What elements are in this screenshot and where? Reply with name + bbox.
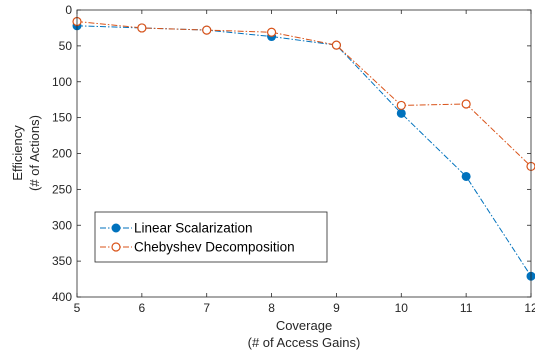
x-tick-label: 12 [524, 301, 535, 315]
x-axis-title-line1: Coverage [276, 318, 332, 333]
y-tick-label: 150 [52, 111, 72, 125]
x-tick-label: 6 [139, 301, 146, 315]
x-tick-label: 7 [203, 301, 210, 315]
y-tick-label: 50 [59, 39, 73, 53]
y-tick-label: 0 [65, 3, 72, 17]
y-tick-label: 100 [52, 75, 72, 89]
x-tick-label: 5 [74, 301, 81, 315]
legend-label-chebyshev: Chebyshev Decomposition [134, 240, 295, 255]
legend-marker-linear [111, 223, 121, 233]
series-1-point [331, 40, 342, 50]
series-0-point [461, 171, 471, 181]
y-tick-label: 400 [52, 290, 72, 304]
y-axis-title-line1: Efficiency [10, 125, 25, 181]
y-tick-label: 250 [52, 182, 72, 196]
y-axis-ticks: 0 50 100 150 200 250 300 350 400 [52, 3, 531, 304]
legend-box [94, 211, 328, 263]
x-tick-label: 10 [395, 301, 409, 315]
chart-marks [72, 16, 535, 281]
series-1-point [137, 23, 147, 33]
x-axis-title-line2: (# of Access Gains) [248, 335, 361, 350]
legend: Linear Scalarization Chebyshev Decomposi… [94, 211, 328, 263]
series-1-point [266, 27, 277, 37]
series-line-1 [76, 20, 532, 167]
y-axis-title-line2: (# of Actions) [27, 115, 42, 191]
series-1-point [202, 25, 212, 35]
x-tick-label: 11 [460, 301, 473, 315]
x-tick-label: 8 [268, 301, 275, 315]
series-1-point [396, 100, 406, 111]
x-tick-label: 9 [333, 301, 340, 315]
legend-marker-chebyshev [111, 242, 121, 252]
legend-label-linear: Linear Scalarization [134, 221, 253, 236]
series-0-point [396, 108, 406, 118]
series-1-point [461, 99, 471, 109]
x-axis-ticks: 5 6 7 8 9 10 11 12 [74, 10, 535, 315]
y-tick-label: 200 [52, 147, 72, 161]
y-tick-label: 350 [52, 254, 72, 268]
series-line-0 [76, 25, 532, 277]
y-tick-label: 300 [52, 218, 72, 232]
